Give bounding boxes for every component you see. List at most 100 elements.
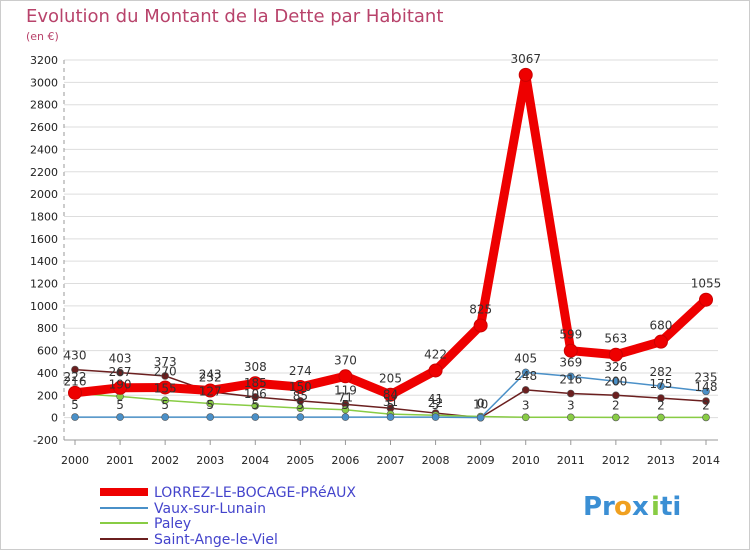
data-point-3 bbox=[612, 391, 620, 400]
y-tick-label: 2600 bbox=[30, 121, 58, 134]
data-point-0 bbox=[293, 380, 308, 395]
data-label-1: 5 bbox=[116, 398, 124, 412]
data-point-0 bbox=[608, 347, 623, 362]
y-tick-label: 1600 bbox=[30, 233, 58, 246]
data-label-0: 308 bbox=[244, 360, 267, 374]
data-label-2: 127 bbox=[199, 384, 222, 398]
x-tick-label: 2002 bbox=[151, 454, 179, 467]
y-tick-label: 200 bbox=[37, 389, 58, 402]
data-label-2: 31 bbox=[383, 395, 398, 409]
logo-text-part-4: i bbox=[651, 492, 660, 522]
data-point-2 bbox=[521, 413, 530, 422]
data-point-1 bbox=[251, 413, 260, 421]
data-point-1 bbox=[296, 413, 305, 421]
data-label-3: 430 bbox=[64, 349, 87, 363]
data-label-3: 175 bbox=[649, 377, 672, 391]
data-label-2: 22 bbox=[428, 396, 443, 410]
data-label-0: 270 bbox=[154, 364, 177, 378]
data-label-2: 3 bbox=[567, 398, 575, 412]
data-point-0 bbox=[653, 334, 668, 349]
x-tick-label: 2010 bbox=[512, 454, 540, 467]
data-label-3: 200 bbox=[604, 374, 627, 388]
series-layer bbox=[68, 67, 713, 422]
data-point-1 bbox=[341, 413, 350, 421]
data-point-3 bbox=[161, 372, 169, 380]
data-point-1 bbox=[386, 413, 395, 421]
x-tick-label: 2011 bbox=[557, 454, 585, 467]
data-label-2: 85 bbox=[293, 389, 308, 403]
data-label-1: 326 bbox=[604, 360, 627, 374]
data-point-1 bbox=[116, 413, 124, 421]
data-point-1 bbox=[431, 413, 440, 421]
data-point-2 bbox=[296, 404, 305, 412]
data-point-1 bbox=[612, 377, 620, 386]
data-point-3 bbox=[702, 397, 710, 405]
y-tick-label: 800 bbox=[37, 322, 58, 335]
x-tick-label: 2014 bbox=[692, 454, 720, 467]
data-point-0 bbox=[113, 380, 128, 395]
x-tick-label: 2001 bbox=[106, 454, 134, 467]
data-point-0 bbox=[338, 369, 353, 384]
x-tick-label: 2008 bbox=[422, 454, 450, 467]
data-label-2: 155 bbox=[154, 381, 177, 395]
y-tick-label: 400 bbox=[37, 367, 58, 380]
logo-text-part-5: ti bbox=[660, 492, 681, 522]
data-point-1 bbox=[521, 368, 530, 377]
x-tick-label: 2004 bbox=[241, 454, 269, 467]
logo-text-part-2: o bbox=[614, 492, 632, 522]
legend: LORREZ-LE-BOCAGE-PRéAUXVaux-sur-LunainPa… bbox=[100, 485, 356, 548]
data-point-3 bbox=[657, 394, 665, 402]
y-tick-label: 3200 bbox=[30, 54, 58, 67]
data-label-0: 370 bbox=[334, 353, 357, 367]
data-point-2 bbox=[341, 405, 350, 414]
data-label-2: 2 bbox=[657, 398, 665, 412]
data-label-3: 150 bbox=[289, 380, 312, 394]
data-label-3: 0 bbox=[477, 397, 485, 411]
data-point-2 bbox=[612, 413, 620, 422]
data-label-1: 5 bbox=[387, 398, 395, 412]
data-point-0 bbox=[428, 363, 443, 378]
data-label-0: 205 bbox=[379, 372, 402, 386]
plot-area bbox=[64, 60, 718, 440]
y-tick-label: 1200 bbox=[30, 278, 58, 291]
data-point-0 bbox=[699, 292, 713, 307]
data-label-2: 2 bbox=[612, 398, 620, 412]
x-tick-label: 2007 bbox=[377, 454, 405, 467]
data-label-0: 274 bbox=[289, 364, 312, 378]
data-label-3: 148 bbox=[695, 380, 718, 394]
data-point-3 bbox=[71, 365, 79, 374]
y-tick-label: 1800 bbox=[30, 210, 58, 223]
data-label-0: 599 bbox=[559, 328, 582, 342]
data-label-0: 267 bbox=[109, 365, 132, 379]
y-tick-label: 2200 bbox=[30, 166, 58, 179]
y-tick-label: 1000 bbox=[30, 300, 58, 313]
data-point-0 bbox=[68, 385, 82, 400]
proxiti-logo: Pr o x i ti bbox=[583, 492, 681, 522]
y-tick-label: 2800 bbox=[30, 99, 58, 112]
data-label-1: 0 bbox=[477, 397, 485, 411]
y-tick-label: 3000 bbox=[30, 76, 58, 89]
data-label-2: 10 bbox=[473, 398, 488, 412]
data-label-1: 5 bbox=[432, 398, 440, 412]
data-point-2 bbox=[566, 413, 575, 422]
x-tick-label: 2006 bbox=[331, 454, 359, 467]
y-tick-label: 2400 bbox=[30, 143, 58, 156]
y-tick-label: 600 bbox=[37, 345, 58, 358]
data-label-2: 3 bbox=[522, 398, 530, 412]
data-label-3: 119 bbox=[334, 383, 357, 397]
legend-label-1: Vaux-sur-Lunain bbox=[154, 501, 266, 517]
data-label-2: 216 bbox=[64, 375, 87, 389]
data-label-0: 680 bbox=[649, 319, 672, 333]
data-label-1: 405 bbox=[514, 351, 537, 365]
data-point-2 bbox=[251, 401, 260, 410]
data-label-1: 5 bbox=[342, 398, 350, 412]
x-tick-label: 2000 bbox=[61, 454, 89, 467]
data-point-0 bbox=[473, 318, 488, 333]
legend-label-3: Saint-Ange-le-Viel bbox=[154, 532, 278, 548]
data-label-0: 1055 bbox=[691, 277, 722, 291]
x-tick-label: 2005 bbox=[286, 454, 314, 467]
data-point-1 bbox=[161, 413, 169, 421]
legend-label-0: LORREZ-LE-BOCAGE-PRéAUX bbox=[154, 485, 356, 501]
data-point-3 bbox=[251, 393, 260, 401]
